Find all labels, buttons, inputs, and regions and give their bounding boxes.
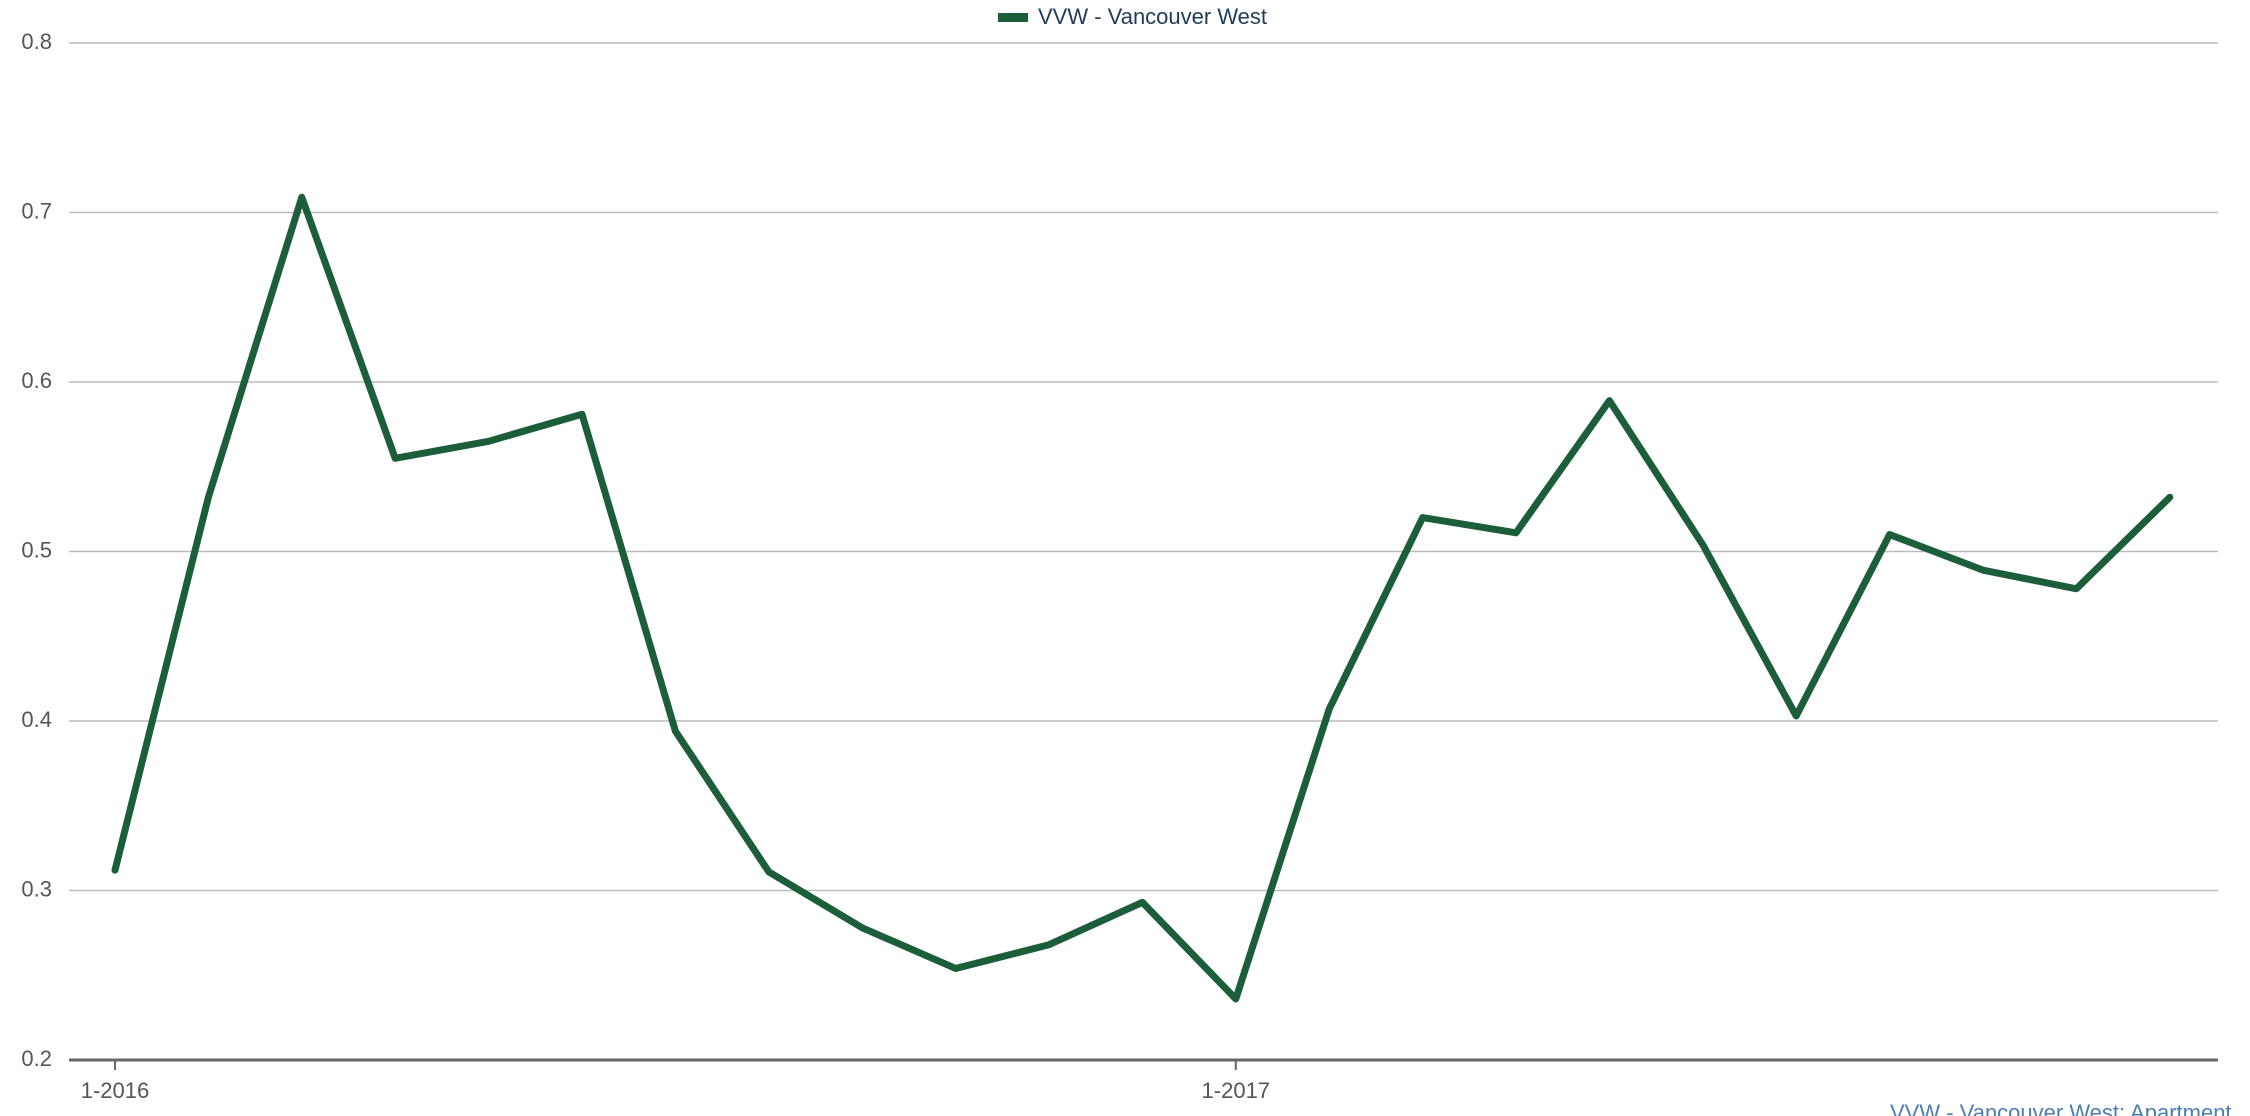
series-line [111,193,2174,1003]
y-tick-label: 0.4 [21,707,52,732]
y-tick-label: 0.5 [21,537,52,562]
y-tick-label: 0.3 [21,876,52,901]
y-tick-label: 0.7 [21,198,52,223]
y-tick-label: 0.6 [21,368,52,393]
chart-caption: VVW - Vancouver West: Apartment [1890,1100,2232,1116]
x-tick-label: 1-2016 [81,1078,150,1103]
legend-label: VVW - Vancouver West [1038,4,1267,29]
legend-swatch [998,13,1028,22]
x-tick-label: 1-2017 [1202,1078,1271,1103]
y-tick-label: 0.2 [21,1046,52,1071]
y-tick-label: 0.8 [21,29,52,54]
